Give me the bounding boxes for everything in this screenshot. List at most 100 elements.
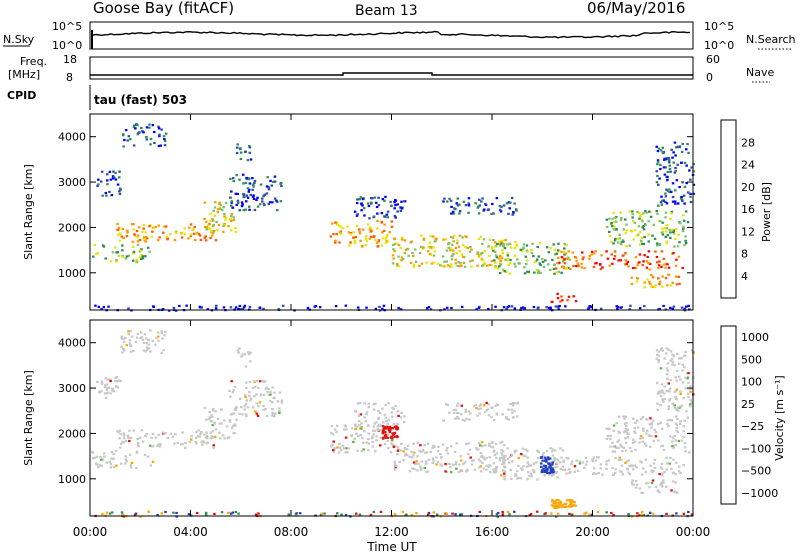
power-ylabel: Slant Range [km] bbox=[22, 164, 35, 260]
scatter-cell bbox=[135, 123, 139, 127]
scatter-cell bbox=[371, 429, 375, 432]
scatter-cell bbox=[336, 512, 339, 515]
scatter-cell bbox=[491, 441, 494, 444]
scatter-cell bbox=[611, 262, 614, 265]
scatter-cell bbox=[373, 196, 377, 199]
scatter-cell bbox=[512, 211, 515, 214]
scatter-cell bbox=[514, 208, 518, 211]
scatter-cell bbox=[555, 271, 558, 274]
scatter-cell bbox=[175, 231, 178, 234]
scatter-cell bbox=[507, 461, 511, 464]
scatter-cell bbox=[658, 280, 662, 283]
scatter-cell bbox=[580, 262, 583, 265]
scatter-cell bbox=[617, 430, 620, 433]
scatter-cell bbox=[643, 235, 646, 239]
scatter-cell bbox=[386, 433, 390, 436]
scatter-cell bbox=[187, 513, 191, 516]
scatter-cell bbox=[277, 308, 280, 311]
scatter-cell bbox=[509, 469, 512, 472]
scatter-cell bbox=[436, 460, 440, 463]
scatter-cell bbox=[98, 464, 102, 467]
scatter-cell bbox=[267, 388, 270, 391]
scatter-cell bbox=[544, 458, 548, 461]
scatter-cell bbox=[650, 469, 654, 472]
scatter-cell bbox=[605, 218, 609, 221]
scatter-cell bbox=[682, 366, 686, 369]
scatter-cell bbox=[108, 170, 112, 173]
scatter-cell bbox=[203, 236, 206, 239]
scatter-cell bbox=[494, 261, 497, 264]
scatter-cell bbox=[549, 308, 552, 311]
scatter-cell bbox=[498, 208, 502, 211]
scatter-cell bbox=[354, 423, 357, 426]
scatter-cell bbox=[386, 240, 390, 243]
scatter-cell bbox=[561, 257, 564, 260]
scatter-cell bbox=[213, 512, 216, 515]
scatter-cell bbox=[95, 252, 98, 255]
scatter-cell bbox=[158, 236, 161, 239]
scatter-cell bbox=[674, 238, 677, 241]
scatter-cell bbox=[692, 170, 695, 173]
scatter-cell bbox=[361, 437, 364, 440]
scatter-cell bbox=[238, 347, 241, 350]
scatter-cell bbox=[464, 408, 467, 411]
scatter-cell bbox=[393, 431, 397, 434]
scatter-cell bbox=[638, 514, 641, 517]
scatter-cell bbox=[391, 415, 394, 418]
scatter-cell bbox=[392, 243, 395, 247]
scatter-cell bbox=[674, 376, 677, 379]
scatter-cell bbox=[334, 239, 337, 242]
scatter-cell bbox=[486, 208, 490, 211]
scatter-cell bbox=[671, 436, 675, 439]
scatter-cell bbox=[481, 242, 484, 245]
scatter-cell bbox=[611, 466, 614, 470]
scatter-cell bbox=[631, 468, 635, 471]
scatter-cell bbox=[210, 420, 214, 423]
scatter-cell bbox=[477, 408, 480, 411]
scatter-cell bbox=[510, 305, 514, 308]
scatter-cell bbox=[666, 170, 670, 174]
scatter-cell bbox=[267, 202, 270, 206]
scatter-cell bbox=[638, 217, 641, 220]
scatter-cell bbox=[639, 434, 643, 438]
scatter-cell bbox=[672, 446, 675, 449]
scatter-cell bbox=[372, 510, 376, 514]
scatter-cell bbox=[642, 242, 645, 246]
scatter-cell bbox=[214, 410, 217, 413]
scatter-cell bbox=[576, 262, 580, 265]
scatter-cell bbox=[629, 446, 632, 450]
scatter-cell bbox=[508, 242, 512, 245]
scatter-cell bbox=[248, 391, 251, 394]
scatter-cell bbox=[431, 461, 435, 465]
scatter-cell bbox=[407, 254, 410, 257]
scatter-cell bbox=[684, 239, 687, 242]
scatter-cell bbox=[139, 249, 142, 252]
scatter-cell bbox=[655, 354, 659, 357]
scatter-cell bbox=[664, 166, 667, 169]
scatter-cell bbox=[479, 235, 483, 238]
scatter-cell bbox=[236, 199, 240, 202]
scatter-cell bbox=[396, 426, 399, 429]
scatter-cell bbox=[537, 306, 540, 309]
scatter-cell bbox=[438, 264, 442, 267]
scatter-cell bbox=[634, 486, 638, 489]
scatter-cell bbox=[241, 413, 244, 416]
scatter-cell bbox=[358, 198, 361, 201]
scatter-cell bbox=[669, 350, 673, 353]
scatter-cell bbox=[679, 405, 682, 408]
scatter-cell bbox=[223, 419, 226, 422]
scatter-cell bbox=[493, 250, 497, 254]
scatter-cell bbox=[330, 425, 333, 428]
scatter-cell bbox=[263, 193, 266, 196]
scatter-cell bbox=[229, 395, 232, 398]
scatter-cell bbox=[682, 464, 685, 467]
scatter-cell bbox=[211, 231, 215, 234]
scatter-cell bbox=[227, 511, 230, 514]
scatter-cell bbox=[122, 437, 126, 440]
scatter-cell bbox=[432, 246, 435, 249]
scatter-cell bbox=[672, 151, 675, 154]
scatter-cell bbox=[242, 192, 245, 196]
scatter-cell bbox=[546, 469, 549, 472]
scatter-cell bbox=[150, 445, 154, 448]
